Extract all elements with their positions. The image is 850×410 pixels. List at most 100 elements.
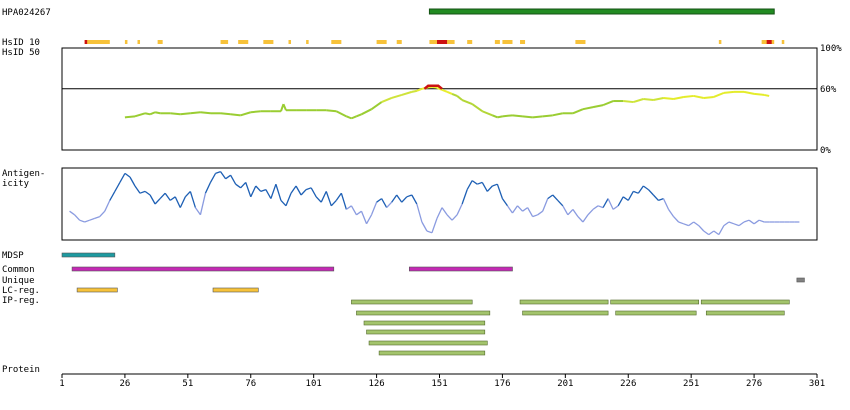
identity-line-segment [602, 100, 614, 107]
feature-bar [71, 266, 335, 272]
x-tick-label: 76 [245, 379, 256, 389]
antigenicity-line-segment [572, 209, 579, 217]
x-tick-label: 201 [557, 379, 573, 389]
antigenicity-line-segment [552, 194, 559, 201]
identity-segment [84, 40, 110, 44]
identity-line-segment [180, 112, 191, 116]
antigenicity-line-segment [446, 214, 453, 221]
identity-segment [288, 40, 292, 44]
antigenicity-line-segment [652, 194, 659, 201]
ip-region-bar [610, 299, 700, 305]
identity-line-segment [693, 94, 704, 99]
antigenicity-line-segment [587, 208, 594, 216]
antigenicity-line-segment [119, 173, 126, 183]
antigenicity-line-segment [154, 198, 161, 205]
antigenicity-line-segment [194, 207, 201, 216]
identity-peak [423, 84, 443, 90]
antigenicity-line-segment [285, 192, 292, 207]
antigenicity-line-segment [335, 192, 342, 201]
identity-segment [137, 40, 141, 44]
antigenicity-line-segment [104, 200, 111, 212]
antigenicity-line-segment [693, 221, 700, 227]
identity-line-segment [381, 97, 393, 103]
identity-line-segment [753, 92, 765, 96]
identity-tick-labels: 100% 60% 0% [820, 44, 842, 156]
antigenicity-line-segment [426, 230, 433, 234]
identity-line-segment [144, 112, 151, 116]
feature-bar [212, 287, 259, 293]
antigenicity-line-segment [592, 205, 599, 210]
ip-region-bar [366, 329, 486, 335]
antigenicity-line-segment [391, 194, 398, 203]
antigenicity-line-segment [557, 199, 564, 207]
identity-line-segment [391, 93, 403, 99]
identity-line-segment [346, 115, 352, 120]
antigenicity-line-segment [320, 191, 327, 203]
antigenicity-label-line-2: icity [2, 179, 30, 189]
identity-segments [84, 40, 785, 44]
identity-profile [124, 84, 770, 120]
antigenicity-label: Antigen- icity [2, 169, 51, 189]
antigenicity-line-segment [99, 210, 106, 218]
antigenicity-line-segment [501, 198, 508, 207]
identity-line-segment [643, 98, 654, 102]
antigenicity-line-segment [381, 198, 388, 208]
identity-segment [494, 40, 500, 44]
identity-segment [157, 40, 163, 44]
x-tick-label: 176 [494, 379, 510, 389]
antigenicity-line-segment [527, 207, 534, 217]
identity-line-segment [230, 113, 241, 117]
feature-bar [408, 266, 513, 272]
antigenicity-line-segment [683, 223, 689, 227]
identity-line-segment [522, 115, 533, 119]
antigenicity-line-segment [597, 205, 604, 209]
identity-segment [263, 40, 274, 44]
antigenicity-line-segment [235, 183, 242, 189]
identity-line-segment [416, 87, 423, 92]
ip-region-bar [378, 350, 486, 356]
identity-line-segment [411, 89, 418, 93]
antigenicity-line-segment [642, 185, 649, 191]
antigenicity-line-segment [547, 194, 554, 200]
feature-label: Common [2, 265, 35, 275]
x-tick-label: 251 [683, 379, 699, 389]
feature-bar [61, 252, 116, 258]
feature-label: Unique [2, 276, 35, 286]
antigenicity-line-segment [169, 196, 176, 201]
identity-tick-label: 0% [820, 146, 831, 156]
identity-line-segment [446, 90, 453, 95]
identity-segment [575, 40, 586, 44]
antigenicity-line-segment [94, 215, 100, 220]
antigenicity-line-segment [346, 205, 352, 210]
protein-label: Protein [2, 365, 40, 375]
antigenicity-line-segment [270, 183, 277, 199]
antigenicity-line-segment [617, 196, 624, 207]
ip-region-bars [351, 299, 790, 356]
identity-line-segment [763, 93, 770, 97]
antigenicity-line-segment [637, 185, 644, 194]
protein-axis-ticks: 1 26 51 76 101 126 151 176 201 226 251 276 301 [59, 374, 825, 389]
antigenicity-line-segment [456, 203, 463, 216]
identity-line-segment [240, 111, 252, 117]
antigenicity-line-segment [159, 192, 166, 200]
identity-segment [718, 40, 722, 44]
antigenicity-line-segment [496, 183, 504, 199]
feature-bars [61, 252, 805, 293]
identity-line-segment [170, 112, 181, 116]
x-tick-label: 26 [119, 379, 130, 389]
identity-line-segment [134, 112, 146, 118]
identity-line-segment [451, 92, 458, 97]
antigenicity-line-segment [733, 223, 740, 227]
identity-line-segment [743, 90, 755, 95]
identity-line-segment [356, 113, 362, 118]
antigenicity-line-segment [748, 219, 755, 225]
antigenicity-line-segment [688, 221, 695, 227]
identity-line-segment [572, 108, 584, 115]
ip-region-bar [522, 310, 609, 316]
antigenicity-line-segment [189, 191, 197, 208]
x-tick-label: 151 [431, 379, 447, 389]
x-tick-label: 126 [368, 379, 384, 389]
identity-segment [520, 40, 526, 44]
identity-line-segment [502, 114, 513, 118]
antigenicity-line-segment [607, 198, 614, 210]
